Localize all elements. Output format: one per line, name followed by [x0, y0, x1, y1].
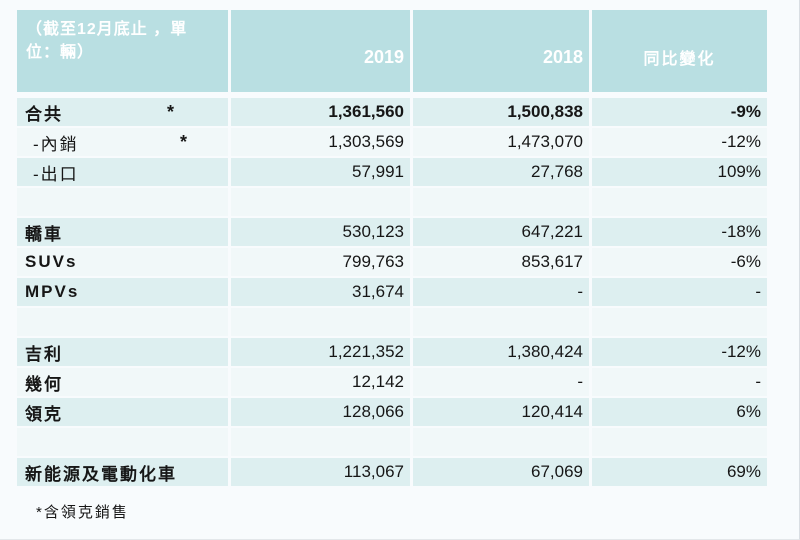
value-yoy-change: -12% [592, 128, 767, 156]
header-col-2019: 2019 [231, 10, 410, 92]
value-yoy-change: -9% [592, 98, 767, 126]
value-2019: 530,123 [231, 218, 410, 246]
value-yoy-change [592, 308, 767, 336]
value-2019: 1,361,560 [231, 98, 410, 126]
spacer-row [17, 428, 767, 456]
value-yoy-change: -12% [592, 338, 767, 366]
value-yoy-change: - [592, 368, 767, 396]
row-label: 吉利 [25, 344, 63, 364]
table-row: -出口 57,991 27,768 109% [17, 158, 767, 186]
table-row: -內銷 * 1,303,569 1,473,070 -12% [17, 128, 767, 156]
row-label: 幾何 [25, 374, 63, 394]
table-row: 幾何 12,142 - - [17, 368, 767, 396]
row-label: 領克 [25, 404, 63, 424]
value-2018: 27,768 [413, 158, 589, 186]
value-yoy-change: 6% [592, 398, 767, 426]
spacer-row [17, 308, 767, 336]
table-body: 合共 * 1,361,560 1,500,838 -9% -內銷 * 1,303… [17, 98, 767, 486]
value-2019: 1,303,569 [231, 128, 410, 156]
value-2019: 12,142 [231, 368, 410, 396]
row-label: 新能源及電動化車 [25, 464, 177, 484]
table-row: SUVs 799,763 853,617 -6% [17, 248, 767, 276]
value-2019 [231, 308, 410, 336]
table-row: 吉利 1,221,352 1,380,424 -12% [17, 338, 767, 366]
value-2018: 1,380,424 [413, 338, 589, 366]
value-2019: 31,674 [231, 278, 410, 306]
row-label: SUVs [25, 252, 78, 271]
value-yoy-change: 69% [592, 458, 767, 486]
asterisk-marker: * [180, 132, 188, 152]
footnote-lynk-note: *含領克銷售 [36, 504, 129, 521]
value-yoy-change [592, 188, 767, 216]
asterisk-marker: * [167, 102, 175, 122]
value-2018: 1,473,070 [413, 128, 589, 156]
row-label: MPVs [25, 282, 80, 301]
value-2019 [231, 428, 410, 456]
value-2019: 113,067 [231, 458, 410, 486]
value-yoy-change: - [592, 278, 767, 306]
spacer-row [17, 188, 767, 216]
table-header-row: （截至12月底止 ，單位：輛） 2019 2018 同比變化 [17, 10, 767, 92]
table-row: 領克 128,066 120,414 6% [17, 398, 767, 426]
value-2018 [413, 428, 589, 456]
value-2019: 128,066 [231, 398, 410, 426]
table-row: 合共 * 1,361,560 1,500,838 -9% [17, 98, 767, 126]
table-row: MPVs 31,674 - - [17, 278, 767, 306]
value-2018 [413, 188, 589, 216]
value-2019: 1,221,352 [231, 338, 410, 366]
value-2019: 799,763 [231, 248, 410, 276]
value-yoy-change: -6% [592, 248, 767, 276]
header-col-yoy-change: 同比變化 [592, 10, 767, 92]
header-period-unit: （截至12月底止 ，單位：輛） [17, 10, 228, 92]
sales-table: （截至12月底止 ，單位：輛） 2019 2018 同比變化 合共 * 1,36… [17, 10, 767, 486]
value-2018 [413, 308, 589, 336]
value-2018: 853,617 [413, 248, 589, 276]
row-label: -內銷 [33, 134, 79, 154]
value-2018: 647,221 [413, 218, 589, 246]
table-row: 新能源及電動化車 113,067 67,069 69% [17, 458, 767, 486]
value-yoy-change: -18% [592, 218, 767, 246]
row-label: -出口 [33, 164, 79, 184]
value-2019 [231, 188, 410, 216]
row-label: 合共 [25, 104, 63, 124]
value-2018: - [413, 368, 589, 396]
value-yoy-change: 109% [592, 158, 767, 186]
value-yoy-change [592, 428, 767, 456]
header-col-2018: 2018 [413, 10, 589, 92]
value-2018: 1,500,838 [413, 98, 589, 126]
table-row: 轎車 530,123 647,221 -18% [17, 218, 767, 246]
value-2018: 120,414 [413, 398, 589, 426]
row-label: 轎車 [25, 224, 63, 244]
value-2018: 67,069 [413, 458, 589, 486]
value-2019: 57,991 [231, 158, 410, 186]
value-2018: - [413, 278, 589, 306]
